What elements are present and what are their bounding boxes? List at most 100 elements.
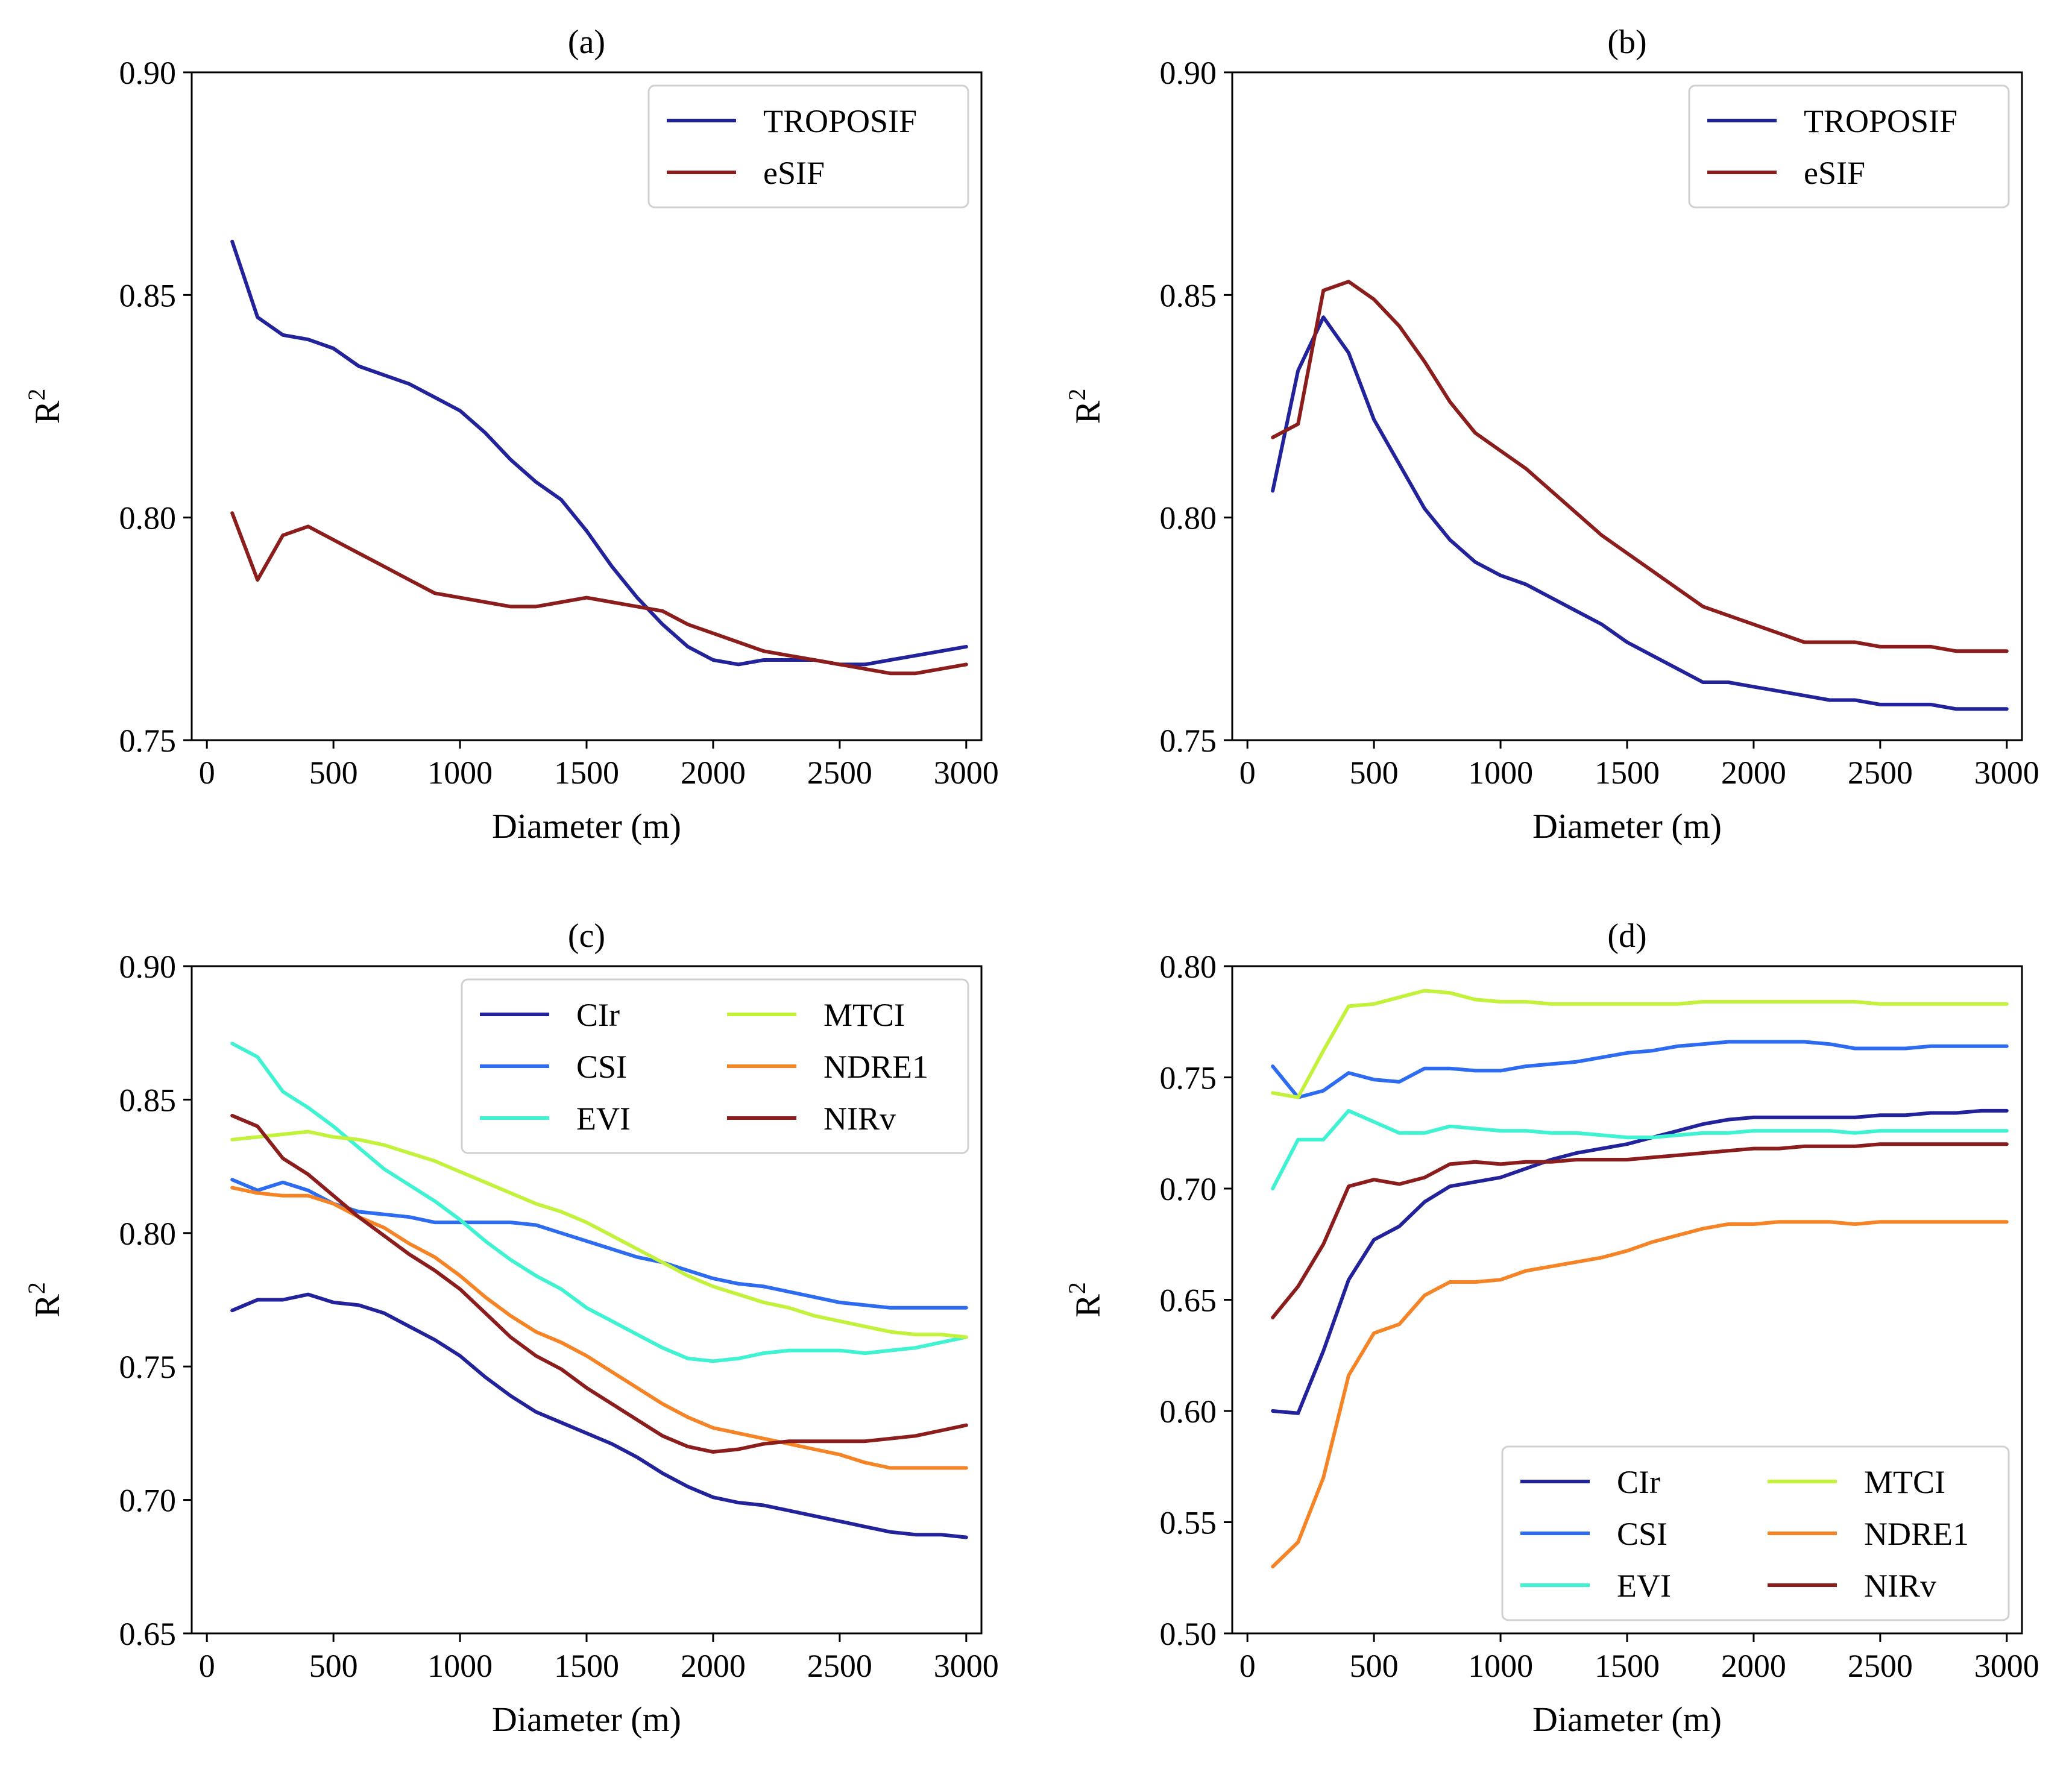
series-line-mtci — [1271, 988, 2009, 1099]
legend: CIr CSI EVI MTCI NDRE1 NIRv — [1501, 1445, 2010, 1621]
panel-title: (b) — [1607, 24, 1646, 61]
y-tick-label: 0.75 — [119, 723, 177, 759]
x-tick-label: 1000 — [427, 755, 493, 791]
legend-label-ndre1: NDRE1 — [823, 1049, 928, 1085]
x-tick-label: 3000 — [934, 1648, 999, 1684]
panel-title: (d) — [1607, 917, 1646, 955]
panel-title: (c) — [568, 917, 605, 955]
x-tick-label: 2000 — [681, 1648, 746, 1684]
y-tick-label: 0.75 — [1160, 1060, 1217, 1096]
legend-label-mtci: MTCI — [1864, 1464, 1945, 1500]
legend-label-evi: EVI — [576, 1101, 631, 1137]
series-line-esif — [1271, 280, 2009, 653]
y-tick-label: 0.55 — [1160, 1505, 1217, 1541]
x-tick-label: 1000 — [427, 1648, 493, 1684]
series-line-evi — [1271, 1108, 2009, 1190]
legend-label-csi: CSI — [1617, 1516, 1667, 1552]
series-line-nirv — [1271, 1142, 2009, 1319]
legend-label-nirv: NIRv — [1864, 1568, 1936, 1604]
legend-box — [1501, 1445, 2010, 1621]
x-tick-label: 3000 — [1974, 1648, 2039, 1684]
x-tick-label: 0 — [199, 1648, 215, 1684]
x-tick-label: 500 — [1350, 1648, 1399, 1684]
y-tick-label: 0.85 — [1160, 277, 1217, 313]
legend-label-troposif: TROPOSIF — [763, 103, 917, 139]
x-tick-label: 1000 — [1468, 755, 1533, 791]
y-tick-label: 0.80 — [1160, 949, 1217, 985]
legend-box — [647, 84, 969, 209]
series-line-csi — [230, 1178, 968, 1310]
x-tick-label: 0 — [1239, 1648, 1256, 1684]
legend-label-ndre1: NDRE1 — [1864, 1516, 1969, 1552]
legend-label-troposif: TROPOSIF — [1804, 103, 1957, 139]
legend-label-nirv: NIRv — [823, 1101, 896, 1137]
legend-label-cir: CIr — [1617, 1464, 1660, 1500]
x-tick-label: 3000 — [1974, 755, 2039, 791]
series-line-esif — [230, 511, 968, 676]
x-tick-label: 2000 — [681, 755, 746, 791]
legend-label-mtci: MTCI — [823, 997, 905, 1033]
x-tick-label: 0 — [1239, 755, 1256, 791]
y-axis-label-superscript: 2 — [23, 389, 50, 401]
y-axis-label-base: R — [28, 400, 67, 424]
panel-a: (a) 0 500 1000 1500 2000 2500 3000 0.75 0.80 0.85 0… — [23, 24, 999, 846]
y-tick-label: 0.75 — [119, 1349, 177, 1385]
legend-label-cir: CIr — [576, 997, 620, 1033]
y-axis-label-base: R — [1068, 400, 1107, 424]
x-tick-label: 500 — [309, 1648, 358, 1684]
y-axis-label-superscript: 2 — [1063, 389, 1091, 401]
x-tick-label: 1000 — [1468, 1648, 1533, 1684]
legend: CIr CSI EVI MTCI NDRE1 NIRv — [461, 978, 969, 1154]
x-tick-label: 1500 — [554, 755, 619, 791]
y-tick-label: 0.85 — [119, 1082, 177, 1118]
y-tick-label: 0.50 — [1160, 1616, 1217, 1652]
y-tick-label: 0.80 — [119, 1216, 177, 1252]
legend: TROPOSIF eSIF — [1688, 84, 2010, 209]
x-tick-label: 2500 — [807, 1648, 872, 1684]
series-line-troposif — [1271, 315, 2009, 711]
x-tick-label: 1500 — [554, 1648, 619, 1684]
panel-d: (d) 0 500 1000 1500 2000 2500 3000 0.50 0.55 0.60 0… — [1063, 917, 2039, 1739]
y-axis-label: R2 — [1063, 389, 1107, 424]
x-tick-label: 500 — [309, 755, 358, 791]
x-tick-label: 2500 — [1848, 755, 1913, 791]
y-tick-label: 0.70 — [1160, 1171, 1217, 1207]
y-tick-label: 0.75 — [1160, 723, 1217, 759]
series-line-ndre1 — [1271, 1220, 2009, 1569]
x-axis-label: Diameter (m) — [492, 1700, 681, 1739]
y-tick-label: 0.65 — [1160, 1283, 1217, 1319]
x-tick-label: 2000 — [1721, 755, 1786, 791]
legend-box — [1688, 84, 2010, 209]
series-line-csi — [1271, 1040, 2009, 1099]
y-tick-label: 0.90 — [119, 55, 177, 91]
panel-c: (c) 0 500 1000 1500 2000 2500 3000 0.65 0.70 0.75 0… — [23, 917, 999, 1739]
series-line-evi — [230, 1042, 968, 1363]
x-tick-label: 1500 — [1595, 1648, 1660, 1684]
x-tick-label: 2500 — [807, 755, 872, 791]
x-axis-label: Diameter (m) — [1532, 806, 1722, 846]
y-tick-label: 0.90 — [119, 949, 177, 985]
y-axis-label-base: R — [28, 1294, 67, 1318]
x-tick-label: 2000 — [1721, 1648, 1786, 1684]
series-line-cir — [230, 1292, 968, 1539]
series-line-mtci — [230, 1130, 968, 1339]
legend: TROPOSIF eSIF — [647, 84, 969, 209]
legend-label-csi: CSI — [576, 1049, 627, 1085]
y-tick-label: 0.60 — [1160, 1394, 1217, 1430]
y-tick-label: 0.90 — [1160, 55, 1217, 91]
panel-title: (a) — [568, 24, 605, 61]
y-axis-label: R2 — [23, 1282, 67, 1318]
panel-b: (b) 0 500 1000 1500 2000 2500 3000 0.75 0.80 0.85 0… — [1063, 24, 2039, 846]
legend-label-esif: eSIF — [1804, 155, 1865, 191]
x-axis-label: Diameter (m) — [1532, 1700, 1722, 1739]
x-tick-label: 2500 — [1848, 1648, 1913, 1684]
y-tick-label: 0.80 — [1160, 500, 1217, 536]
x-tick-label: 1500 — [1595, 755, 1660, 791]
x-axis-label: Diameter (m) — [492, 806, 681, 846]
y-tick-label: 0.70 — [119, 1483, 177, 1519]
y-axis-label-superscript: 2 — [23, 1282, 50, 1294]
y-tick-label: 0.65 — [119, 1616, 177, 1652]
y-axis-label-superscript: 2 — [1063, 1282, 1091, 1294]
y-axis-label-base: R — [1068, 1294, 1107, 1318]
y-axis-label: R2 — [1063, 1282, 1107, 1318]
